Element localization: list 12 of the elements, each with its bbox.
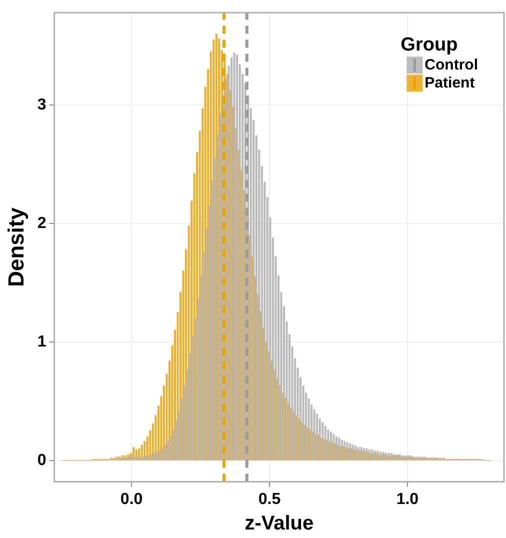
y-tick-label: 1 xyxy=(37,333,46,350)
legend-title: Group xyxy=(400,34,458,56)
x-tick-label: 1.0 xyxy=(396,490,419,508)
legend-label: Patient xyxy=(424,74,475,92)
y-tick-label: 3 xyxy=(37,96,46,114)
y-tick-label: 0 xyxy=(37,452,46,469)
x-tick-label: 0.0 xyxy=(120,490,143,508)
y-axis-title: Density xyxy=(3,206,28,287)
x-tick-label: 0.5 xyxy=(258,490,281,508)
legend-label: Control xyxy=(424,56,478,74)
x-axis-title: z-Value xyxy=(244,512,314,535)
y-tick-label: 2 xyxy=(37,214,46,232)
